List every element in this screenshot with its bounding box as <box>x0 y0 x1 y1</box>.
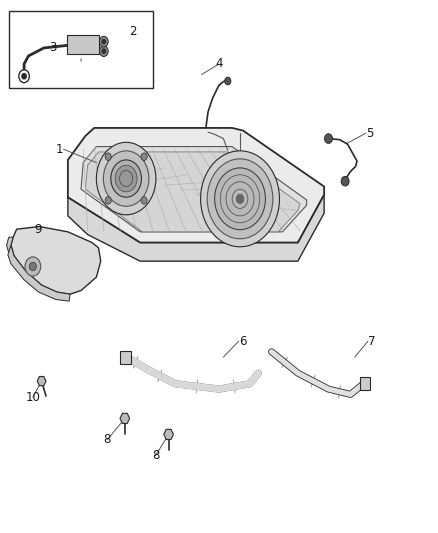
Circle shape <box>225 77 231 85</box>
Text: 10: 10 <box>25 391 40 403</box>
FancyBboxPatch shape <box>67 35 99 54</box>
Circle shape <box>115 165 137 192</box>
Polygon shape <box>37 376 46 386</box>
Polygon shape <box>8 245 70 301</box>
Text: 3: 3 <box>49 42 56 54</box>
Circle shape <box>141 153 147 160</box>
Circle shape <box>120 171 133 187</box>
Circle shape <box>99 46 108 56</box>
Polygon shape <box>7 237 14 261</box>
FancyBboxPatch shape <box>360 377 370 390</box>
Circle shape <box>207 159 273 239</box>
Text: 7: 7 <box>368 335 375 348</box>
Circle shape <box>105 153 111 160</box>
Polygon shape <box>68 195 324 261</box>
Circle shape <box>29 262 36 271</box>
Bar <box>9 11 153 88</box>
FancyBboxPatch shape <box>120 351 131 364</box>
Circle shape <box>341 176 349 186</box>
Circle shape <box>102 39 106 44</box>
Text: 9: 9 <box>34 223 42 236</box>
Circle shape <box>99 36 108 47</box>
Polygon shape <box>68 128 324 243</box>
Text: 1: 1 <box>56 143 64 156</box>
Text: 6: 6 <box>239 335 246 348</box>
Circle shape <box>102 49 106 53</box>
Circle shape <box>96 142 156 215</box>
Polygon shape <box>164 429 173 440</box>
Polygon shape <box>85 152 300 232</box>
Circle shape <box>215 168 265 230</box>
Circle shape <box>237 195 244 203</box>
Text: 2: 2 <box>129 26 137 38</box>
Polygon shape <box>120 413 130 424</box>
Text: 5: 5 <box>366 127 373 140</box>
Text: 8: 8 <box>152 449 159 462</box>
Circle shape <box>19 70 29 83</box>
Text: 8: 8 <box>104 433 111 446</box>
Polygon shape <box>11 227 101 294</box>
Circle shape <box>103 151 149 206</box>
Circle shape <box>105 197 111 204</box>
Circle shape <box>111 160 141 197</box>
Polygon shape <box>81 147 307 232</box>
Circle shape <box>201 151 279 247</box>
Text: 4: 4 <box>215 58 223 70</box>
Circle shape <box>325 134 332 143</box>
Circle shape <box>25 257 41 276</box>
Circle shape <box>141 197 147 204</box>
Circle shape <box>22 74 26 79</box>
